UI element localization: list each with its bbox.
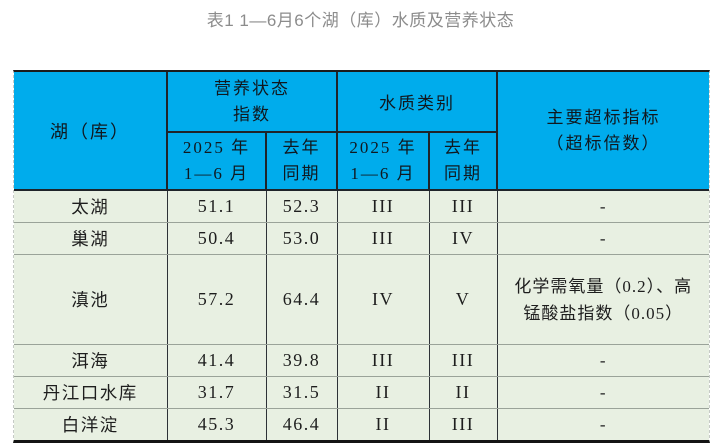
water-quality-table: 湖（库） 营养状态 指数 水质类别 主要超标指标 （超标倍数） 2025 年 1… (14, 72, 709, 440)
table-row: 丹江口水库 31.7 31.5 II II - (14, 376, 709, 409)
header-exceed-indicators: 主要超标指标 （超标倍数） (497, 72, 709, 191)
cell-nutrition-2025: 51.1 (167, 190, 267, 223)
header-nutrition-prev-period: 去年 同期 (266, 132, 338, 191)
header-row-groups: 湖（库） 营养状态 指数 水质类别 主要超标指标 （超标倍数） (14, 72, 709, 191)
cell-nutrition-2025: 31.7 (167, 376, 267, 409)
period-2025-line2: 1—6 月 (350, 164, 416, 183)
cell-quality-prev: II (429, 376, 498, 409)
cell-exceed-indicators: 化学需氧量（0.2）、高锰酸盐指数（0.05） (497, 254, 709, 345)
cell-nutrition-prev: 52.3 (266, 190, 338, 223)
header-exceed-line2: （超标倍数） (546, 133, 661, 153)
cell-quality-2025: III (337, 344, 430, 377)
header-nutrition-2025-period: 2025 年 1—6 月 (167, 132, 267, 191)
table-row: 洱海 41.4 39.8 III III - (14, 344, 709, 377)
period-prev-line1: 去年 (444, 138, 482, 157)
cell-quality-2025: II (337, 376, 430, 409)
header-lake-column: 湖（库） (14, 72, 168, 191)
cell-exceed-indicators: - (497, 376, 709, 409)
cell-nutrition-2025: 57.2 (167, 254, 267, 345)
cell-nutrition-prev: 53.0 (266, 222, 338, 255)
table-title: 表1 1—6月6个湖（库）水质及营养状态 (206, 11, 515, 30)
cell-exceed-indicators: - (497, 222, 709, 255)
cell-lake-name: 洱海 (14, 344, 168, 377)
table-header: 湖（库） 营养状态 指数 水质类别 主要超标指标 （超标倍数） 2025 年 1… (14, 72, 709, 191)
cell-lake-name: 太湖 (14, 190, 168, 223)
cell-lake-name: 巢湖 (14, 222, 168, 255)
cell-quality-2025: IV (337, 254, 430, 345)
header-exceed-line1: 主要超标指标 (546, 107, 661, 127)
cell-quality-prev: V (429, 254, 498, 345)
cell-quality-2025: II (337, 408, 430, 440)
cell-quality-prev: III (429, 344, 498, 377)
cell-nutrition-prev: 31.5 (266, 376, 338, 409)
table-row: 太湖 51.1 52.3 III III - (14, 190, 709, 223)
header-quality-2025-period: 2025 年 1—6 月 (337, 132, 430, 191)
cell-nutrition-prev: 39.8 (266, 344, 338, 377)
period-2025-line2: 1—6 月 (183, 164, 250, 183)
header-row-periods: 2025 年 1—6 月 去年 同期 2025 年 1—6 月 去年 同期 (14, 132, 709, 191)
header-nutrition-index-group: 营养状态 指数 (167, 72, 338, 133)
cell-quality-prev: IV (429, 222, 498, 255)
period-prev-line2: 同期 (282, 164, 321, 183)
cell-nutrition-2025: 45.3 (167, 408, 267, 440)
table-row: 白洋淀 45.3 46.4 II III - (14, 408, 709, 440)
cell-quality-prev: III (429, 408, 498, 440)
cell-exceed-indicators: - (497, 408, 709, 440)
period-prev-line1: 去年 (282, 138, 321, 157)
period-2025-line1: 2025 年 (182, 138, 251, 157)
table-row: 滇池 57.2 64.4 IV V 化学需氧量（0.2）、高锰酸盐指数（0.05… (14, 254, 709, 345)
table-body: 太湖 51.1 52.3 III III - 巢湖 50.4 53.0 III … (14, 190, 709, 440)
table-row: 巢湖 50.4 53.0 III IV - (14, 222, 709, 255)
cell-nutrition-2025: 50.4 (167, 222, 267, 255)
cell-exceed-indicators: - (497, 344, 709, 377)
cell-nutrition-prev: 46.4 (266, 408, 338, 440)
cell-quality-2025: III (337, 222, 430, 255)
header-water-quality-group: 水质类别 (337, 72, 498, 133)
header-nutrition-line2: 指数 (233, 104, 271, 124)
cell-lake-name: 白洋淀 (14, 408, 168, 440)
water-quality-table-container: 湖（库） 营养状态 指数 水质类别 主要超标指标 （超标倍数） 2025 年 1… (13, 70, 710, 443)
period-prev-line2: 同期 (444, 164, 482, 183)
cell-nutrition-prev: 64.4 (266, 254, 338, 345)
cell-lake-name: 丹江口水库 (14, 376, 168, 409)
cell-exceed-indicators: - (497, 190, 709, 223)
cell-nutrition-2025: 41.4 (167, 344, 267, 377)
header-quality-prev-period: 去年 同期 (429, 132, 498, 191)
cell-lake-name: 滇池 (14, 254, 168, 345)
cell-quality-2025: III (337, 190, 430, 223)
period-2025-line1: 2025 年 (349, 138, 417, 157)
header-nutrition-line1: 营养状态 (214, 78, 290, 98)
cell-quality-prev: III (429, 190, 498, 223)
